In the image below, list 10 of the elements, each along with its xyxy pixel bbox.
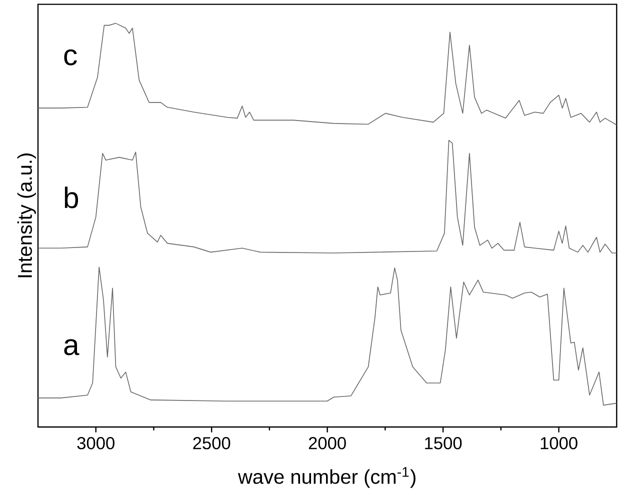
x-axis-title: wave number (cm$^{-1}$) [238,467,416,488]
series-label: a [64,339,80,356]
x-tick-label: 2000 [308,437,346,450]
y-axis-title: Intensity (a.u.) [17,154,36,278]
series-label: b [64,186,78,208]
x-tick-label: 1500 [425,437,462,450]
x-tick-label: 1000 [540,437,578,450]
series-label: c [64,49,77,66]
x-tick-label: 2500 [193,437,230,450]
x-tick-label: 3000 [77,437,114,450]
